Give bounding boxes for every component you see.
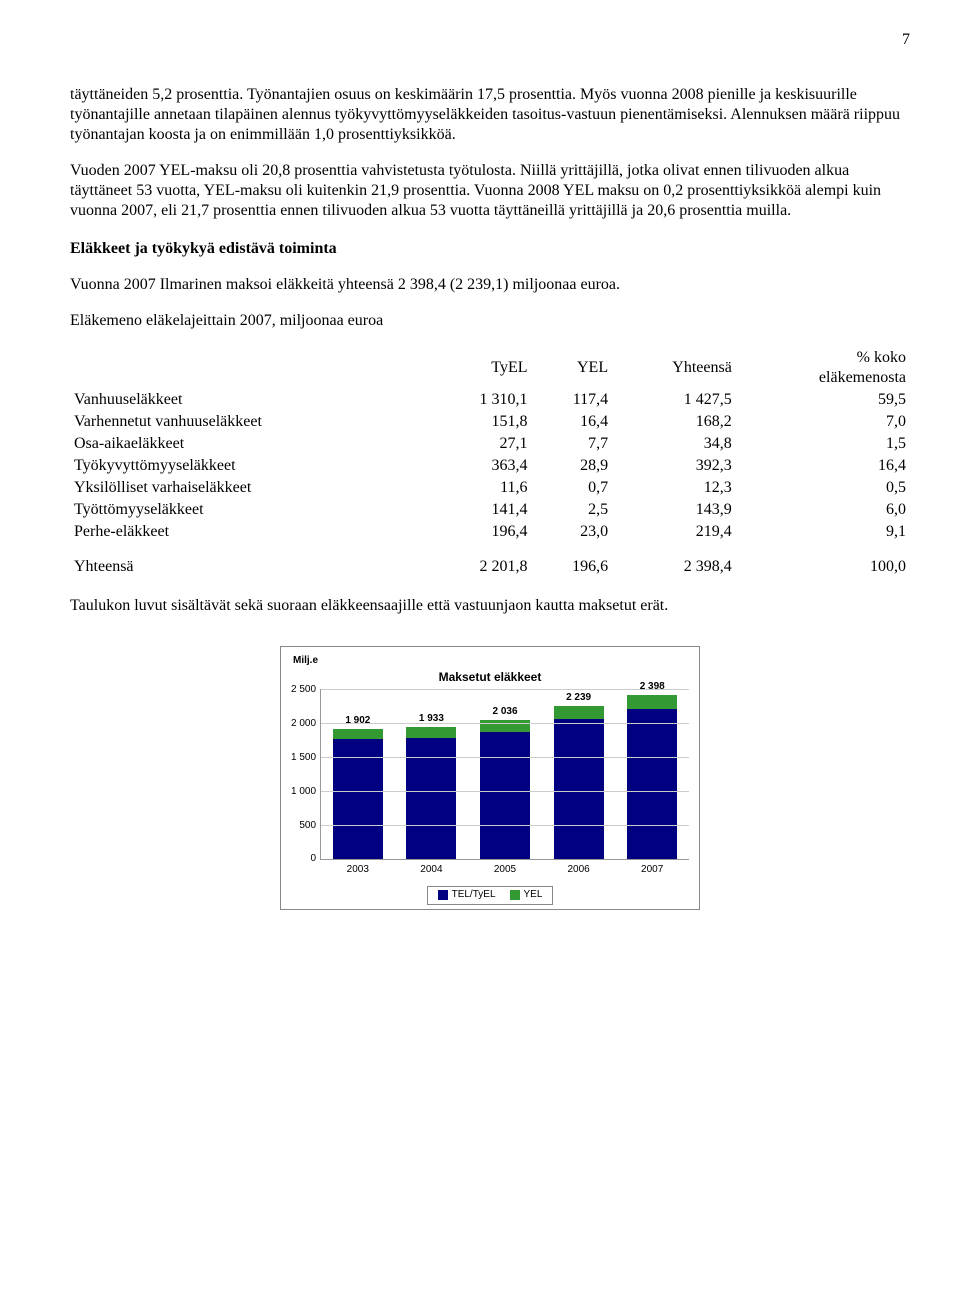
table-sum-row: Yhteensä 2 201,8 196,6 2 398,4 100,0: [70, 543, 910, 578]
table-row: Työkyvyttömyyseläkkeet363,428,9392,316,4: [70, 455, 910, 477]
bar: 1 933: [406, 727, 456, 858]
legend-item-tel: TEL/TyEL: [438, 889, 496, 902]
table-row: Vanhuuseläkkeet1 310,1117,41 427,559,5: [70, 389, 910, 411]
table-row: Varhennetut vanhuuseläkkeet151,816,4168,…: [70, 411, 910, 433]
paragraph-5: Taulukon luvut sisältävät sekä suoraan e…: [70, 596, 910, 616]
legend-swatch-icon: [510, 890, 520, 900]
table-row: Yksilölliset varhaiseläkkeet11,60,712,30…: [70, 477, 910, 499]
plot-area: 1 902 1 933 2 036 2 239 2 398: [320, 689, 689, 860]
pension-table: TyEL YEL Yhteensä % koko eläkemenosta Va…: [70, 347, 910, 578]
legend-item-yel: YEL: [510, 889, 543, 902]
y-axis-label: Milj.e: [291, 655, 689, 668]
col-tyel: TyEL: [429, 347, 532, 389]
chart-container: Milj.e Maksetut eläkkeet 2 5002 0001 500…: [280, 646, 700, 910]
paragraph-2: Vuoden 2007 YEL-maksu oli 20,8 prosentti…: [70, 161, 910, 221]
paragraph-4: Eläkemeno eläkelajeittain 2007, miljoona…: [70, 311, 910, 331]
legend-swatch-icon: [438, 890, 448, 900]
paragraph-1: täyttäneiden 5,2 prosenttia. Työnantajie…: [70, 85, 910, 145]
col-pct: % koko eläkemenosta: [736, 347, 910, 389]
x-axis-labels: 20032004200520062007: [321, 864, 689, 877]
section-heading: Eläkkeet ja työkykyä edistävä toiminta: [70, 239, 910, 259]
bar: 2 036: [480, 720, 530, 858]
bar: 2 398: [627, 695, 677, 858]
y-axis-ticks: 2 5002 0001 5001 0005000: [291, 689, 320, 859]
col-total: Yhteensä: [612, 347, 736, 389]
table-row: Työttömyyseläkkeet141,42,5143,96,0: [70, 499, 910, 521]
bar: 1 902: [333, 729, 383, 858]
col-yel: YEL: [532, 347, 613, 389]
page-number: 7: [70, 30, 910, 50]
bar: 2 239: [554, 706, 604, 858]
chart-legend: TEL/TyEL YEL: [427, 886, 554, 905]
table-header-row: TyEL YEL Yhteensä % koko eläkemenosta: [70, 347, 910, 389]
table-row: Perhe-eläkkeet196,423,0219,49,1: [70, 521, 910, 543]
table-row: Osa-aikaeläkkeet27,17,734,81,5: [70, 433, 910, 455]
paragraph-3: Vuonna 2007 Ilmarinen maksoi eläkkeitä y…: [70, 275, 910, 295]
